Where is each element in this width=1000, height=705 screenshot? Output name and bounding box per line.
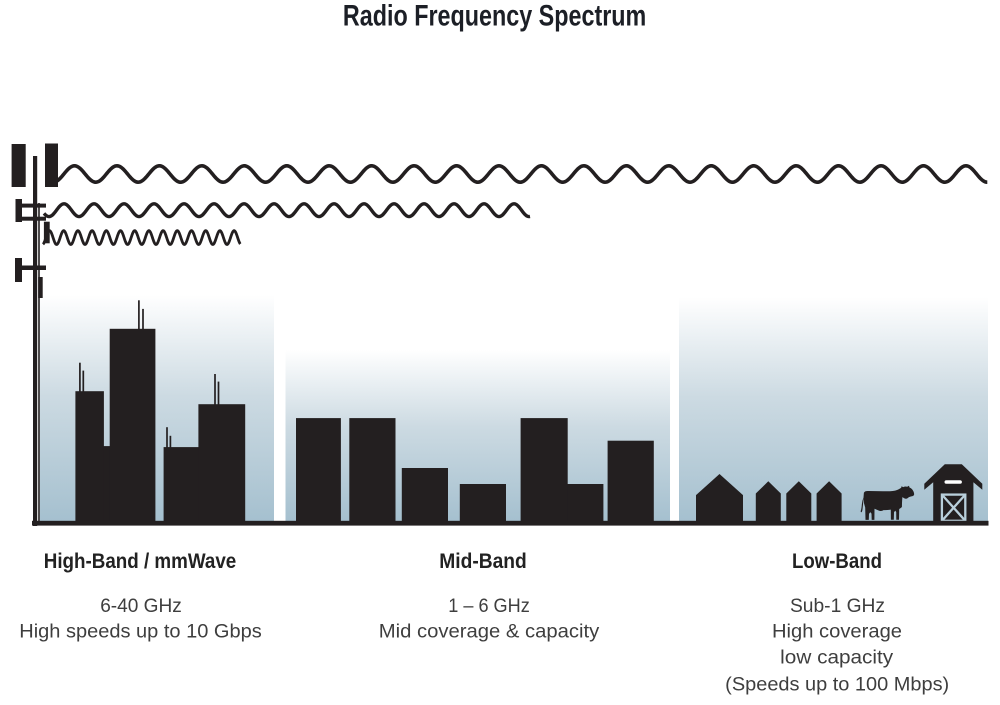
svg-text:High speeds up to 10 Gbps: High speeds up to 10 Gbps — [19, 621, 262, 642]
svg-text:Mid coverage & capacity: Mid coverage & capacity — [379, 621, 600, 642]
svg-text:(Speeds up to 100 Mbps): (Speeds up to 100 Mbps) — [725, 675, 949, 696]
svg-text:low capacity: low capacity — [780, 648, 893, 669]
svg-text:Sub-1 GHz: Sub-1 GHz — [790, 596, 885, 617]
svg-text:High coverage: High coverage — [772, 621, 902, 642]
svg-text:6-40 GHz: 6-40 GHz — [100, 596, 182, 617]
svg-text:1 – 6 GHz: 1 – 6 GHz — [448, 596, 530, 617]
svg-text:Mid-Band: Mid-Band — [439, 548, 527, 573]
svg-text:Radio Frequency Spectrum: Radio Frequency Spectrum — [343, 0, 646, 33]
svg-text:High-Band / mmWave: High-Band / mmWave — [44, 548, 237, 573]
svg-text:Low-Band: Low-Band — [792, 548, 882, 573]
